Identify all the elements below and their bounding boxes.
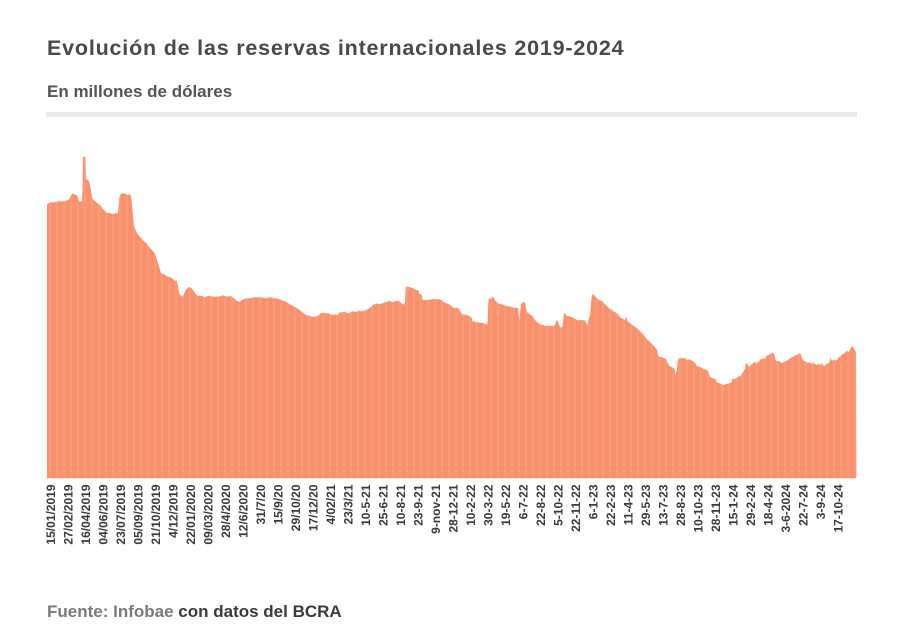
svg-text:10-2-22: 10-2-22 [464,484,478,526]
svg-text:6-7-22: 6-7-22 [517,484,531,519]
svg-text:22/01/2020: 22/01/2020 [184,484,198,544]
svg-text:12/6/2020: 12/6/2020 [237,484,251,538]
svg-text:28-8-23: 28-8-23 [674,484,688,526]
svg-text:22-11-22: 22-11-22 [569,484,583,532]
svg-text:17-10-24: 17-10-24 [832,484,846,532]
svg-text:5-10-22: 5-10-22 [552,484,566,526]
svg-text:15/9/20: 15/9/20 [272,484,286,524]
svg-text:19-5-22: 19-5-22 [499,484,513,526]
svg-text:4/02/21: 4/02/21 [324,484,338,524]
svg-text:21/10/2019: 21/10/2019 [149,484,163,544]
svg-text:16/04/2019: 16/04/2019 [79,484,93,544]
svg-text:23/3/21: 23/3/21 [342,484,356,524]
svg-text:22-2-23: 22-2-23 [604,484,618,526]
svg-text:27/02/2019: 27/02/2019 [62,484,76,544]
svg-text:15-1-24: 15-1-24 [727,484,741,526]
svg-text:13-7-23: 13-7-23 [657,484,671,526]
svg-text:04/06/2019: 04/06/2019 [97,484,111,544]
svg-text:28-11-23: 28-11-23 [709,484,723,532]
svg-text:23/07/2019: 23/07/2019 [114,484,128,544]
svg-text:18-4-24: 18-4-24 [762,484,776,526]
svg-text:25-6-21: 25-6-21 [377,484,391,526]
svg-text:9-nov-21: 9-nov-21 [429,484,443,534]
svg-text:10-10-23: 10-10-23 [692,484,706,532]
svg-text:31/7/20: 31/7/20 [254,484,268,524]
svg-text:3-6-2024: 3-6-2024 [779,484,793,532]
svg-text:28-12-21: 28-12-21 [447,484,461,532]
svg-text:29/10/20: 29/10/20 [289,484,303,531]
svg-text:09/03/2020: 09/03/2020 [202,484,216,544]
svg-text:28/4/2020: 28/4/2020 [219,484,233,538]
svg-text:22-7-24: 22-7-24 [797,484,811,526]
svg-text:15/01/2019: 15/01/2019 [44,484,58,544]
svg-text:23-9-21: 23-9-21 [412,484,426,526]
svg-text:30-3-22: 30-3-22 [482,484,496,526]
svg-text:3-9-24: 3-9-24 [814,484,828,519]
svg-text:29-2-24: 29-2-24 [744,484,758,526]
svg-text:6-1-23: 6-1-23 [587,484,601,519]
svg-text:10-5-21: 10-5-21 [359,484,373,526]
svg-text:4/12/2019: 4/12/2019 [167,484,181,538]
svg-text:11-4-23: 11-4-23 [622,484,636,525]
svg-text:29-5-23: 29-5-23 [639,484,653,526]
svg-text:05/09/2019: 05/09/2019 [132,484,146,544]
svg-text:22-8-22: 22-8-22 [534,484,548,526]
svg-text:17/12/20: 17/12/20 [307,484,321,531]
svg-text:10-8-21: 10-8-21 [394,484,408,526]
